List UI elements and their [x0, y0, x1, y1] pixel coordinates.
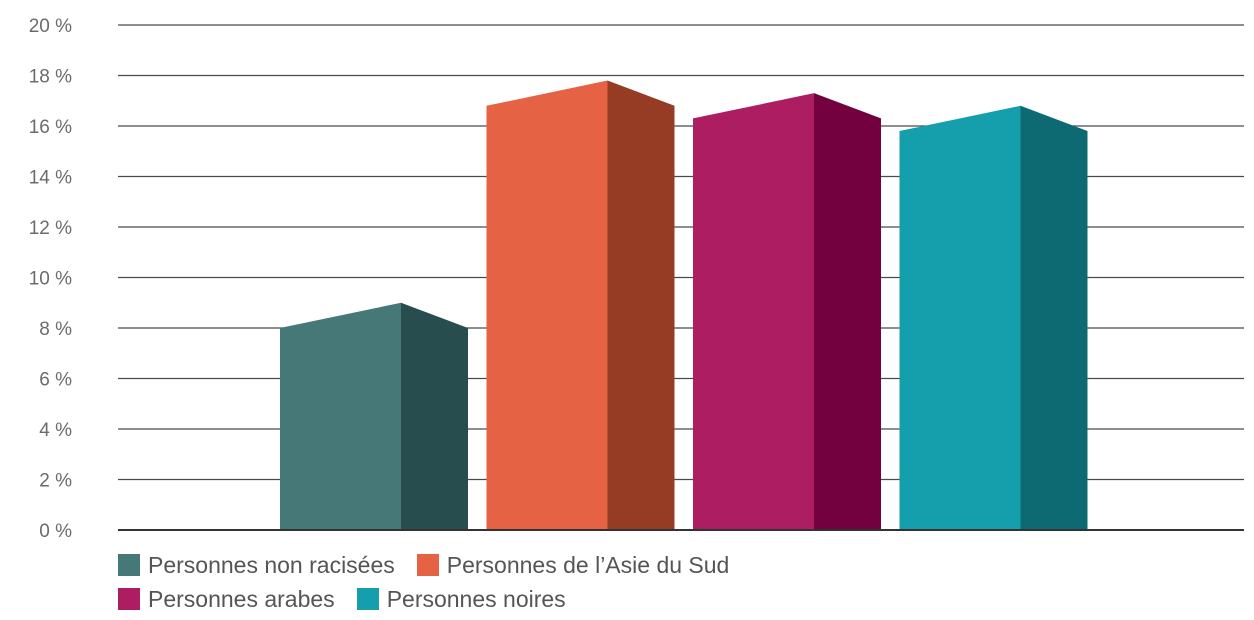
y-axis-tick-labels: 0 % 2 % 4 % 6 % 8 % 10 % 12 % 14 % 16 % 18 % 20 %	[29, 16, 72, 542]
bar-side-face	[607, 80, 675, 531]
bar-front-face	[899, 105, 1021, 531]
y-tick-label: 12 %	[29, 218, 72, 239]
bar-side-face	[814, 93, 881, 531]
legend: Personnes non racisées Personnes de l’As…	[118, 548, 1018, 616]
legend-item-arabes: Personnes arabes	[118, 586, 335, 613]
y-tick-label: 16 %	[29, 117, 72, 138]
bar	[693, 93, 881, 531]
bar-front-face	[280, 302, 401, 530]
legend-label: Personnes de l’Asie du Sud	[446, 551, 730, 578]
bar-side-face	[1020, 105, 1088, 531]
bars	[280, 80, 1088, 531]
bar-front-face	[693, 93, 814, 531]
legend-item-non-racisees: Personnes non racisées	[118, 552, 395, 579]
legend-swatch	[416, 554, 439, 576]
y-tick-label: 0 %	[39, 521, 72, 542]
legend-label: Personnes noires	[386, 585, 566, 612]
y-tick-label: 14 %	[29, 168, 72, 189]
bar	[486, 80, 675, 531]
legend-label: Personnes arabes	[148, 585, 335, 612]
y-tick-label: 4 %	[39, 420, 72, 441]
bar	[899, 105, 1088, 531]
y-tick-label: 10 %	[29, 269, 72, 290]
legend-row: Personnes non racisées Personnes de l’As…	[118, 548, 1018, 582]
legend-swatch	[356, 588, 379, 610]
bar	[280, 302, 468, 530]
y-tick-label: 6 %	[39, 370, 72, 391]
bar-front-face	[486, 80, 608, 531]
legend-label: Personnes non racisées	[148, 551, 395, 578]
y-tick-label: 20 %	[29, 16, 72, 37]
legend-item-noires: Personnes noires	[356, 585, 566, 613]
legend-swatch	[118, 554, 140, 576]
y-tick-label: 8 %	[39, 319, 72, 340]
bar-side-face	[401, 302, 468, 530]
legend-row: Personnes arabes Personnes noires	[118, 582, 1018, 616]
legend-item-asie-du-sud: Personnes de l’Asie du Sud	[416, 551, 730, 579]
y-tick-label: 18 %	[29, 67, 72, 88]
y-tick-label: 2 %	[39, 471, 72, 492]
legend-swatch	[118, 588, 140, 610]
